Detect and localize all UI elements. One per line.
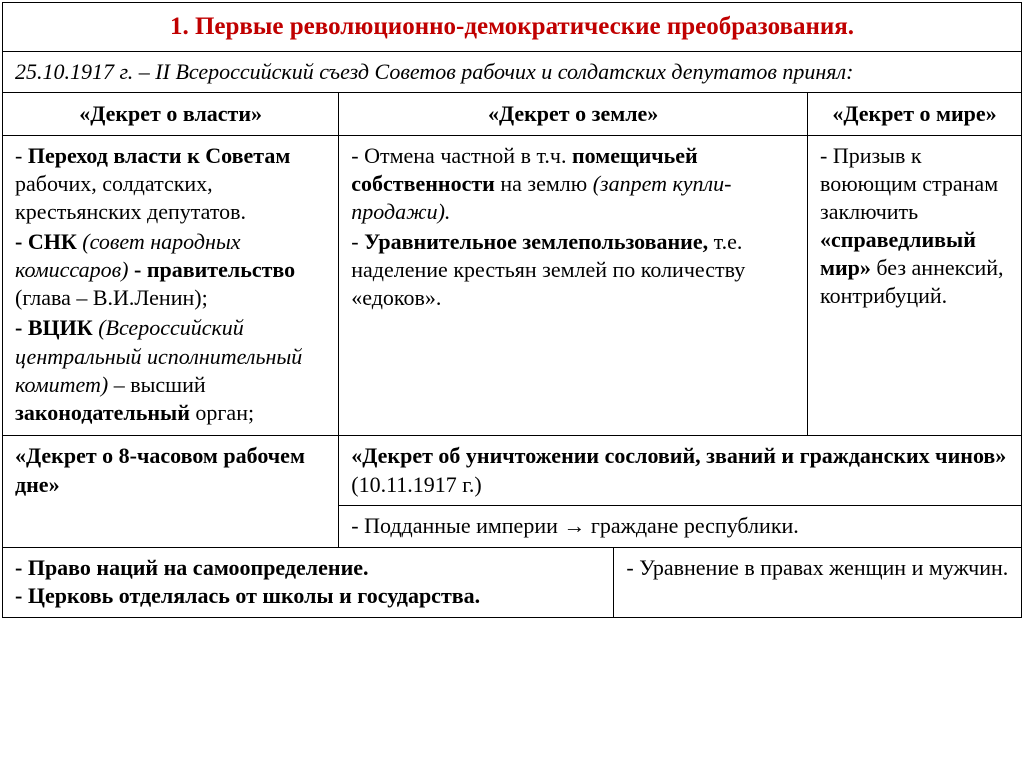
header-col-peace: «Декрет о мире» xyxy=(808,92,1022,135)
text: (10.11.1917 г.) xyxy=(351,472,481,497)
text: - Призыв к воюющим странам заключить xyxy=(820,143,998,224)
cell-estates-decree-title: «Декрет об уничтожении сословий, званий … xyxy=(339,436,1022,506)
text-bold: «Декрет о 8-часовом рабочем дне» xyxy=(15,443,305,497)
text-bold: - правительство xyxy=(129,257,296,282)
cell-8hour-day: «Декрет о 8-часовом рабочем дне» xyxy=(3,436,339,548)
text-bold: законодательный xyxy=(15,400,190,425)
text: - xyxy=(351,229,364,254)
cell-nations-church: - Право наций на самоопределение. - Церк… xyxy=(3,547,614,617)
text-bold: Уравнительное землепользование, xyxy=(364,229,708,254)
header-col-power: «Декрет о власти» xyxy=(3,92,339,135)
cell-peace: - Призыв к воюющим странам заключить «сп… xyxy=(808,135,1022,436)
text-bold: «Декрет об уничтожении сословий, званий … xyxy=(351,443,1006,468)
text: – высший xyxy=(108,372,205,397)
text: - Уравнение в правах женщин и мужчин. xyxy=(626,555,1008,580)
text-bold: - ВЦИК xyxy=(15,315,98,340)
cell-land: - Отмена частной в т.ч. помещичьей собст… xyxy=(339,135,808,436)
decrees-table: 1. Первые революционно-демократические п… xyxy=(2,2,1022,618)
text-bold: - Право наций на самоопределение. xyxy=(15,554,601,583)
text: рабочих, солдатских, крестьянских депута… xyxy=(15,171,246,224)
text: на землю xyxy=(495,171,593,196)
text-bold: Переход власти к Советам xyxy=(28,143,291,168)
intro-text: 25.10.1917 г. – II Всероссийский съезд С… xyxy=(3,52,1022,93)
cell-estates-decree-body: - Подданные империи → граждане республик… xyxy=(339,506,1022,548)
text-bold: - Церковь отделялась от школы и государс… xyxy=(15,582,601,611)
table-title: 1. Первые революционно-демократические п… xyxy=(3,3,1022,52)
cell-gender-equality: - Уравнение в правах женщин и мужчин. xyxy=(614,547,1022,617)
header-col-land: «Декрет о земле» xyxy=(339,92,808,135)
text: (глава – В.И.Ленин); xyxy=(15,285,208,310)
text: - Отмена частной в т.ч. xyxy=(351,143,572,168)
cell-power: - Переход власти к Советам рабочих, солд… xyxy=(3,135,339,436)
text: орган; xyxy=(190,400,254,425)
text: - xyxy=(15,143,28,168)
text-bold: - СНК xyxy=(15,229,82,254)
